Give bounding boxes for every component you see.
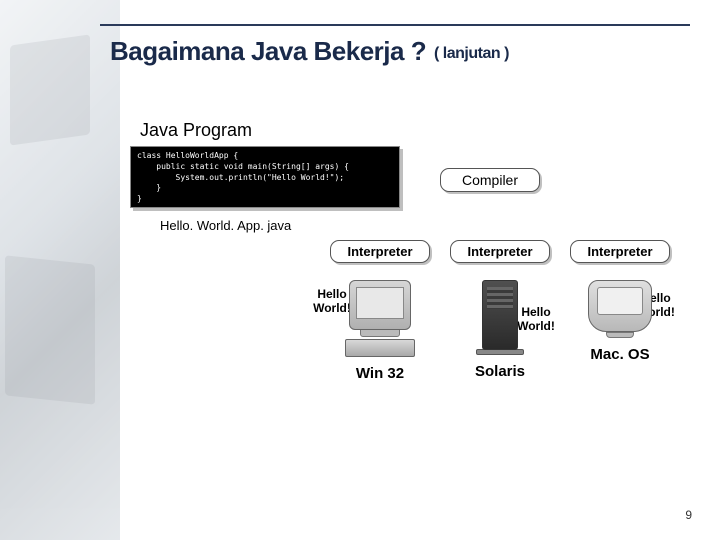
page-number: 9 [685,508,692,522]
os-label-1: Win 32 [325,365,435,382]
java-flow-diagram: Java Program class HelloWorldApp { publi… [120,120,690,450]
compiler-node: Compiler [440,168,540,192]
title-sub: ( lanjutan ) [430,45,509,62]
background-decoration [0,0,120,540]
platform-macos: Hello World! Mac. OS [565,280,675,363]
interpreter-node-3: Interpreter [570,240,670,263]
os-label-3: Mac. OS [565,346,675,363]
platform-win32: Hello World! Win 32 [325,280,435,382]
program-label: Java Program [140,120,252,141]
pc-monitor-icon [325,280,435,357]
source-file-name: Hello. World. App. java [160,218,291,233]
os-label-2: Solaris [445,363,555,380]
platform-solaris: Hello World! Solaris [445,280,555,380]
interpreter-node-2: Interpreter [450,240,550,263]
interpreter-node-1: Interpreter [330,240,430,263]
slide-title: Bagaimana Java Bekerja ? ( lanjutan ) [110,36,509,67]
source-code-box: class HelloWorldApp { public static void… [130,146,400,208]
title-main: Bagaimana Java Bekerja ? [110,36,426,66]
title-rule [100,24,690,26]
imac-icon [565,280,675,338]
tower-icon [445,280,555,355]
